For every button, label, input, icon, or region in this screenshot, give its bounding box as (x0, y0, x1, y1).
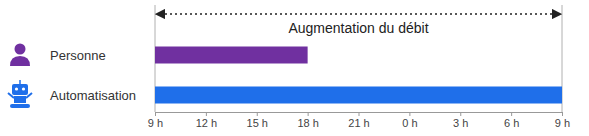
tick: 9 h (148, 112, 163, 129)
throughput-arrow (160, 13, 557, 15)
tick-label: 18 h (297, 117, 318, 129)
bars (155, 47, 562, 104)
chart: Augmentation du débit Personne Automatisat… (0, 0, 589, 136)
tick-label: 9 h (148, 117, 163, 129)
bar (155, 47, 308, 64)
x-axis: 9 h 12 h 15 h 18 h 21 h 0 h 3 h 6 h 9 h (148, 112, 570, 129)
category-label: Personne (50, 48, 106, 63)
tick: 3 h (453, 112, 468, 129)
tick: 6 h (504, 112, 519, 129)
tick-mark (562, 112, 563, 116)
tick: 15 h (247, 112, 268, 129)
annotation: Augmentation du débit (288, 20, 428, 36)
tick-label: 3 h (453, 117, 468, 129)
tick: 0 h (402, 112, 417, 129)
tick: 12 h (196, 112, 217, 129)
tick-mark (511, 112, 512, 116)
tick-mark (257, 112, 258, 116)
tick-mark (155, 112, 156, 116)
robot-icon (8, 80, 32, 108)
tick-mark (460, 112, 461, 116)
tick: 18 h (297, 112, 318, 129)
tick: 21 h (348, 112, 369, 129)
bar (155, 87, 562, 104)
tick-label: 0 h (402, 117, 417, 129)
tick-mark (409, 112, 410, 116)
tick-mark (206, 112, 207, 116)
tick: 9 h (555, 112, 570, 129)
tick-mark (359, 112, 360, 116)
category-label: Automatisation (50, 88, 136, 103)
person-icon (10, 44, 30, 67)
tick-label: 15 h (247, 117, 268, 129)
tick-mark (308, 112, 309, 116)
tick-label: 21 h (348, 117, 369, 129)
tick-label: 9 h (555, 117, 570, 129)
tick-label: 6 h (504, 117, 519, 129)
tick-label: 12 h (196, 117, 217, 129)
